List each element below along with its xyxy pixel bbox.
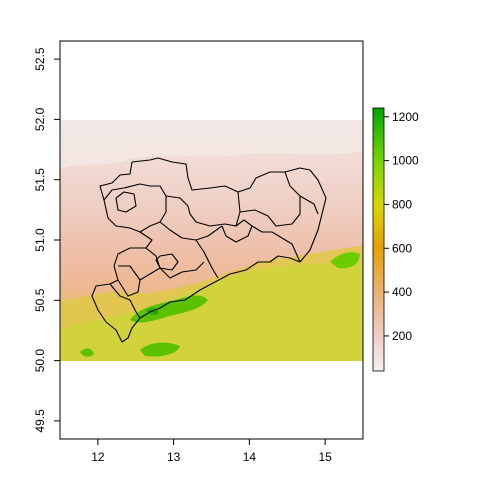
colorbar-tick-label: 1200 (392, 110, 419, 124)
y-tick-label: 52.0 (33, 107, 47, 131)
y-axis: 49.5 50.0 50.5 51.0 51.5 52.0 52.5 (33, 47, 60, 433)
x-axis: 12 13 14 15 (91, 439, 332, 464)
elevation-raster (60, 120, 363, 361)
x-tick-label: 14 (243, 450, 257, 464)
y-tick-label: 50.5 (33, 288, 47, 312)
district-boundaries (91, 157, 327, 343)
x-tick-label: 15 (318, 450, 332, 464)
x-tick-label: 13 (167, 450, 181, 464)
y-tick-label: 50.0 (33, 349, 47, 373)
y-tick-label: 51.5 (33, 168, 47, 192)
y-tick-label: 51.0 (33, 228, 47, 252)
colorbar-tick-label: 1000 (392, 154, 419, 168)
colorbar-tick-label: 800 (392, 197, 412, 211)
colorbar-tick-label: 200 (392, 329, 412, 343)
colorbar-ramp (372, 107, 385, 372)
y-tick-label: 49.5 (33, 409, 47, 433)
colorbar-tick-label: 400 (392, 285, 412, 299)
colorbar-ticks: 200 400 600 800 1000 1200 (384, 110, 419, 343)
colorbar-legend: 200 400 600 800 1000 1200 (372, 107, 419, 372)
x-tick-label: 12 (91, 450, 105, 464)
colorbar-tick-label: 600 (392, 241, 412, 255)
y-tick-label: 52.5 (33, 47, 47, 71)
